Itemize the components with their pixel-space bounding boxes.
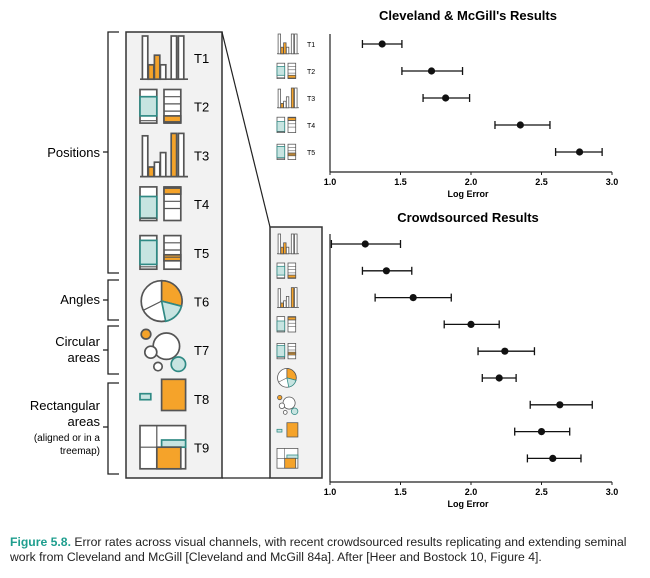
stack-a-stimulus-icon	[276, 262, 297, 279]
circular-bracket	[107, 325, 119, 375]
angles-label: Angles	[60, 292, 100, 307]
treemap-stimulus-icon	[276, 448, 299, 469]
circular-label-1: Circular	[55, 334, 100, 349]
positions-bracket	[107, 31, 119, 274]
rects-stimulus-icon	[139, 378, 187, 412]
cleveland-stimulus-icons	[276, 33, 300, 160]
pie-stimulus-icon	[277, 368, 297, 388]
x-axis-label: Log Error	[447, 499, 488, 509]
chart-title: Cleveland & McGill's Results	[379, 8, 557, 23]
group-labels: Positions Angles Circular areas Rectangu…	[30, 31, 119, 475]
task-label: T1	[307, 42, 315, 49]
bars-grouped-stimulus-icon	[277, 233, 300, 255]
x-tick-label: 1.5	[394, 487, 407, 497]
mean-point	[549, 454, 557, 462]
rectangular-label-1: Rectangular	[30, 398, 101, 413]
task-label: T5	[194, 246, 209, 261]
bubbles-stimulus-icon	[140, 328, 187, 373]
mean-point	[427, 67, 436, 75]
treemap-stimulus-icon	[139, 424, 187, 470]
x-tick-label: 2.0	[465, 177, 478, 187]
task-label: T1	[194, 51, 209, 66]
mean-point	[556, 401, 564, 409]
positions-label: Positions	[47, 145, 100, 160]
mean-point	[382, 267, 390, 275]
x-tick-label: 1.0	[324, 177, 337, 187]
x-tick-label: 1.5	[394, 177, 407, 187]
task-label: T4	[307, 123, 315, 130]
x-tick-label: 1.0	[324, 487, 337, 497]
figure-caption: Figure 5.8. Error rates across visual ch…	[10, 535, 640, 565]
stack-a-stimulus-icon	[139, 88, 182, 124]
task-label: T3	[194, 148, 209, 163]
mean-point	[467, 320, 475, 328]
stack-c-stimulus-icon	[139, 234, 182, 271]
rectangular-label-4: treemap)	[60, 446, 100, 457]
bars-split-stimulus-icon	[140, 132, 189, 178]
crowdsourced-stimulus-icons	[276, 233, 300, 469]
stack-b-stimulus-icon	[276, 116, 297, 133]
mean-point	[501, 347, 509, 355]
stack-b-stimulus-icon	[276, 316, 297, 333]
bars-grouped-stimulus-icon	[277, 33, 300, 55]
pie-stimulus-icon	[140, 279, 183, 323]
task-label: T8	[194, 392, 209, 407]
stimulus-panel: T1 T2 T3 T4 T5 T6 T7 T8 T9	[125, 31, 223, 479]
mean-point	[409, 294, 417, 302]
mean-point	[442, 94, 450, 102]
task-label: T7	[194, 343, 209, 358]
task-label: T4	[194, 197, 209, 212]
bars-split-stimulus-icon	[277, 87, 300, 109]
mean-point	[378, 40, 386, 48]
rectangular-label-2: areas	[67, 414, 100, 429]
zoom-connector-top	[221, 31, 271, 228]
mean-point	[516, 121, 524, 129]
chart-title: Crowdsourced Results	[397, 210, 539, 225]
x-tick-label: 2.5	[535, 177, 548, 187]
rectangular-label-3: (aligned or in a	[34, 433, 101, 444]
figure-canvas: Cleveland & McGill's Results 1.0 1.5 2.0 2.5…	[30, 8, 618, 509]
stack-c-stimulus-icon	[276, 343, 297, 360]
x-tick-label: 2.0	[465, 487, 478, 497]
angles-bracket	[107, 279, 119, 321]
task-label: T9	[194, 441, 209, 456]
bars-grouped-stimulus-icon	[140, 35, 189, 81]
bubbles-stimulus-icon	[277, 394, 299, 415]
x-axis-label: Log Error	[447, 189, 488, 199]
stack-c-stimulus-icon	[276, 143, 297, 160]
task-label: T5	[307, 150, 315, 157]
task-label: T3	[307, 96, 315, 103]
rectangular-bracket	[107, 382, 119, 475]
task-label: T2	[194, 100, 209, 115]
rects-stimulus-icon	[276, 422, 299, 438]
stack-b-stimulus-icon	[139, 186, 182, 222]
circular-label-2: areas	[67, 350, 100, 365]
cleveland-mcgill-chart: Cleveland & McGill's Results 1.0 1.5 2.0 2.5…	[307, 8, 618, 199]
mean-point	[537, 428, 546, 436]
caption-text: Error rates across visual channels, with…	[10, 535, 627, 564]
mean-point	[495, 374, 503, 382]
x-tick-label: 2.5	[535, 487, 548, 497]
crowdsourced-chart: Crowdsourced Results 1.0 1.5 2.0 2.5 3.0 Log E…	[307, 210, 618, 509]
mean-point	[575, 148, 584, 156]
stack-a-stimulus-icon	[276, 62, 297, 79]
task-label: T6	[194, 295, 209, 310]
caption-label: Figure 5.8.	[10, 535, 71, 549]
x-tick-label: 3.0	[606, 177, 619, 187]
x-tick-label: 3.0	[606, 487, 619, 497]
bars-split-stimulus-icon	[277, 287, 300, 308]
mean-point	[361, 240, 369, 248]
task-label: T2	[307, 69, 315, 76]
